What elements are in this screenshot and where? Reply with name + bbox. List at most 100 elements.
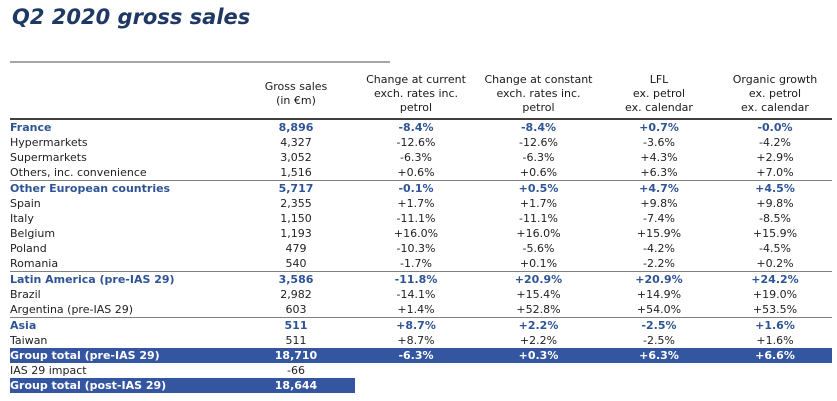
cell-value [355, 378, 477, 393]
cell-value: 540 [285, 257, 307, 270]
row-label: Supermarkets [10, 151, 87, 164]
cell-value: +7.0% [756, 166, 794, 179]
cell-value: +0.6% [519, 166, 558, 179]
cell-value: -3.6% [643, 136, 675, 149]
row-label: Taiwan [10, 334, 48, 347]
cell-value: +16.0% [393, 227, 439, 240]
cell-value: -4.2% [759, 136, 791, 149]
page-title: Q2 2020 gross sales [12, 5, 251, 29]
cell-value: -12.6% [396, 136, 436, 149]
cell-value: -14.1% [396, 288, 436, 301]
cell-value: +2.2% [477, 317, 600, 333]
label-column-header [10, 72, 237, 120]
row-label: Others, inc. convenience [10, 166, 147, 179]
cell-value: 18,644 [237, 378, 355, 393]
table-row: Romania 540 -1.7% +0.1% -2.2% +0.2% [10, 256, 832, 272]
table-row: Belgium 1,193 +16.0% +16.0% +15.9% +15.9% [10, 226, 832, 241]
cell-value: +9.8% [640, 197, 678, 210]
table-row: Brazil 2,982 -14.1% +15.4% +14.9% +19.0% [10, 287, 832, 302]
title-underline [10, 61, 390, 63]
cell-value: -5.6% [522, 242, 555, 255]
cell-value: -8.5% [759, 212, 791, 225]
cell-value: 1,516 [280, 166, 312, 179]
cell-value: 1,193 [280, 227, 312, 240]
cell-value: +8.7% [355, 317, 477, 333]
table-row: Taiwan 511 +8.7% +2.2% -2.5% +1.6% [10, 333, 832, 348]
cell-value: 8,896 [278, 121, 314, 134]
cell-value: +0.1% [519, 257, 558, 270]
cell-value: -6.3% [355, 348, 477, 363]
cell-value: +0.2% [756, 257, 794, 270]
column-header: Organic growth ex. petrol ex. calendar [718, 72, 832, 120]
cell-value [718, 363, 832, 378]
cell-value [477, 378, 600, 393]
table-row: France 8,896 -8.4% -8.4% +0.7% -0.0% [10, 119, 832, 135]
cell-value: +6.3% [600, 348, 718, 363]
cell-value: +8.7% [397, 334, 435, 347]
cell-value: -2.5% [643, 334, 675, 347]
cell-value: -11.1% [519, 212, 558, 225]
row-label: France [10, 121, 52, 134]
cell-value: -8.4% [520, 121, 557, 134]
column-header: Change at constant exch. rates inc. petr… [477, 72, 600, 120]
cell-value: +2.9% [756, 151, 794, 164]
cell-value: +52.8% [516, 303, 561, 316]
cell-value: 18,710 [237, 348, 355, 363]
table-row: Hypermarkets 4,327 -12.6% -12.6% -3.6% -4.2% [10, 135, 832, 150]
row-label: Belgium [10, 227, 56, 240]
cell-value [718, 378, 832, 393]
cell-value: +16.0% [516, 227, 561, 240]
row-label: IAS 29 impact [10, 364, 87, 377]
cell-value: +1.6% [756, 334, 794, 347]
cell-value: +0.3% [477, 348, 600, 363]
cell-value [477, 363, 600, 378]
cell-value: 3,052 [280, 151, 312, 164]
cell-value: -11.8% [355, 271, 477, 287]
column-header: Change at current exch. rates inc. petro… [355, 72, 477, 120]
cell-value: +15.4% [516, 288, 561, 301]
table-row: Group total (post-IAS 29) 18,644 [10, 378, 832, 393]
cell-value: 2,982 [280, 288, 312, 301]
column-header: Gross sales (in €m) [237, 72, 355, 120]
cell-value: 4,327 [280, 136, 312, 149]
cell-value: -2.5% [600, 317, 718, 333]
cell-value: 479 [285, 242, 307, 255]
cell-value: 5,717 [237, 180, 355, 196]
cell-value: -7.4% [643, 212, 675, 225]
cell-value: +1.6% [718, 317, 832, 333]
cell-value: -12.6% [519, 136, 558, 149]
cell-value: +1.7% [519, 197, 558, 210]
cell-value: +20.9% [477, 271, 600, 287]
table-row: Latin America (pre-IAS 29) 3,586 -11.8% +20… [10, 271, 832, 287]
cell-value: -4.2% [643, 242, 675, 255]
cell-value: +6.3% [640, 166, 678, 179]
table-row: Group total (pre-IAS 29) 18,710 -6.3% +0.3%… [10, 348, 832, 363]
table-row: Argentina (pre-IAS 29) 603 +1.4% +52.8% +54.… [10, 302, 832, 318]
cell-value: 603 [285, 303, 307, 316]
row-label: Italy [10, 212, 34, 225]
cell-value: 1,150 [280, 212, 312, 225]
cell-value: 2,355 [280, 197, 312, 210]
cell-value: +0.7% [639, 121, 679, 134]
cell-value [600, 378, 718, 393]
row-label: Brazil [10, 288, 41, 301]
cell-value: +24.2% [718, 271, 832, 287]
column-header: LFL ex. petrol ex. calendar [600, 72, 718, 120]
row-label: Latin America (pre-IAS 29) [10, 271, 237, 287]
cell-value: +19.0% [752, 288, 798, 301]
cell-value: 511 [237, 317, 355, 333]
row-label: Romania [10, 257, 59, 270]
cell-value: +1.7% [397, 197, 435, 210]
row-label: Asia [10, 317, 237, 333]
cell-value: -8.4% [398, 121, 434, 134]
cell-value: +1.4% [397, 303, 435, 316]
table-row: Poland 479 -10.3% -5.6% -4.2% -4.5% [10, 241, 832, 256]
table-row: Supermarkets 3,052 -6.3% -6.3% +4.3% +2.9% [10, 150, 832, 165]
cell-value: +9.8% [756, 197, 794, 210]
row-label: Other European countries [10, 180, 237, 196]
cell-value: +0.5% [477, 180, 600, 196]
cell-value: +4.7% [600, 180, 718, 196]
cell-value [355, 363, 477, 378]
cell-value: +54.0% [636, 303, 682, 316]
